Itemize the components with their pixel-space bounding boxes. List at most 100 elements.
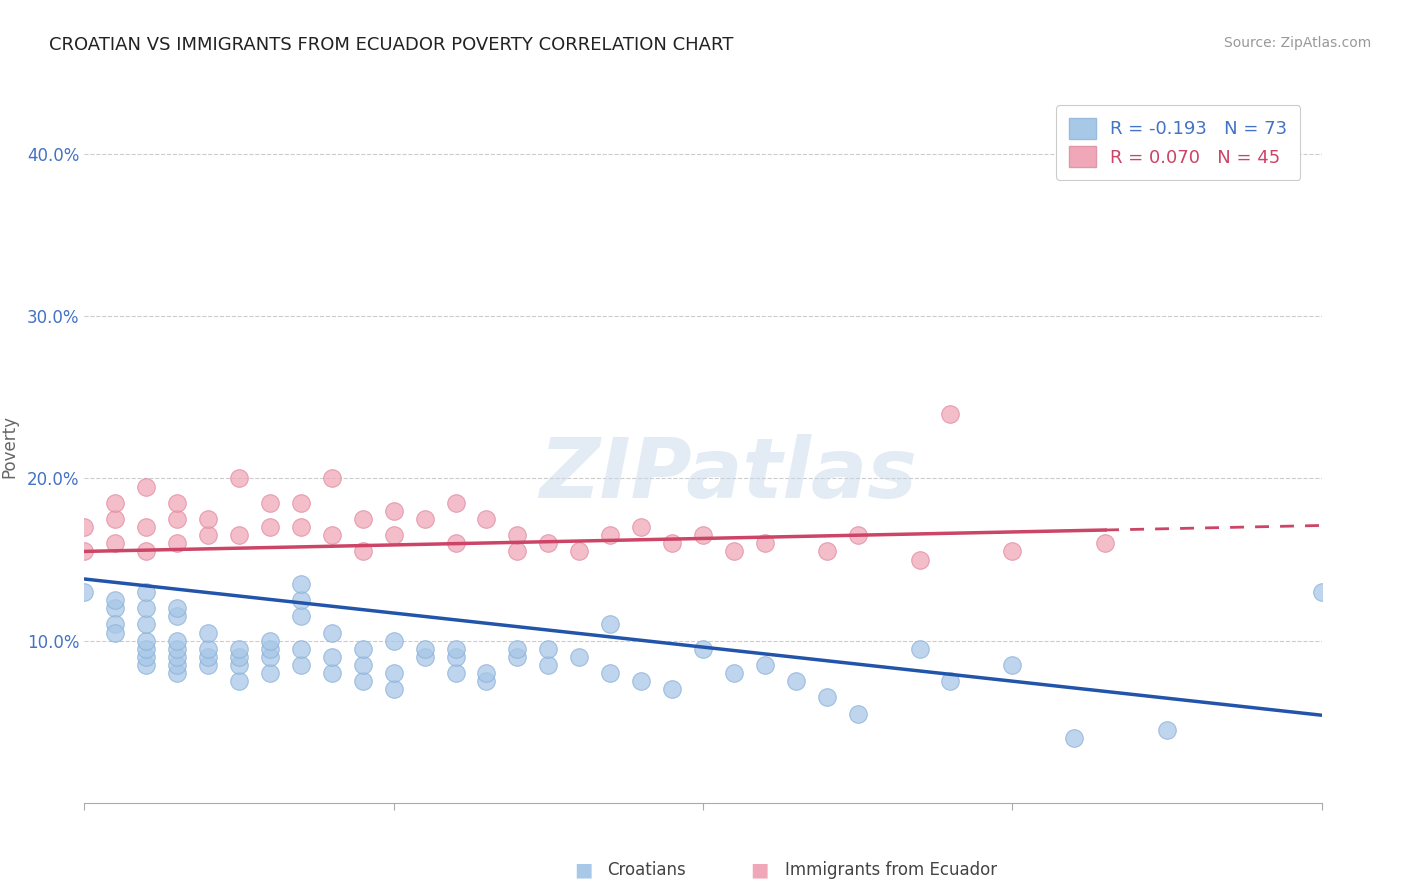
Point xyxy=(166,601,188,615)
Point xyxy=(166,496,188,510)
Point xyxy=(228,649,250,664)
Text: CROATIAN VS IMMIGRANTS FROM ECUADOR POVERTY CORRELATION CHART: CROATIAN VS IMMIGRANTS FROM ECUADOR POVE… xyxy=(49,36,734,54)
Point xyxy=(104,625,127,640)
Point xyxy=(908,641,931,656)
Point xyxy=(444,641,467,656)
Text: Immigrants from Ecuador: Immigrants from Ecuador xyxy=(785,861,997,879)
Point xyxy=(228,528,250,542)
Point xyxy=(197,512,219,526)
Point xyxy=(815,544,838,558)
Point xyxy=(506,641,529,656)
Point xyxy=(228,471,250,485)
Point xyxy=(475,512,498,526)
Point xyxy=(321,528,343,542)
Point xyxy=(413,512,436,526)
Point xyxy=(290,657,312,672)
Point xyxy=(197,657,219,672)
Point xyxy=(290,609,312,624)
Point xyxy=(104,512,127,526)
Point xyxy=(599,617,621,632)
Point xyxy=(475,666,498,681)
Point xyxy=(135,520,157,534)
Point xyxy=(723,666,745,681)
Point xyxy=(166,512,188,526)
Point xyxy=(444,536,467,550)
Point xyxy=(692,528,714,542)
Point xyxy=(1156,723,1178,737)
Point xyxy=(135,657,157,672)
Point xyxy=(939,674,962,689)
Point xyxy=(723,544,745,558)
Point xyxy=(259,649,281,664)
Point xyxy=(382,666,405,681)
Point xyxy=(599,528,621,542)
Point xyxy=(290,577,312,591)
Point xyxy=(506,528,529,542)
Point xyxy=(259,666,281,681)
Point xyxy=(630,520,652,534)
Point xyxy=(352,641,374,656)
Point xyxy=(475,674,498,689)
Point xyxy=(166,666,188,681)
Point xyxy=(135,544,157,558)
Point xyxy=(382,504,405,518)
Point xyxy=(135,617,157,632)
Point xyxy=(135,585,157,599)
Point xyxy=(259,520,281,534)
Point xyxy=(599,666,621,681)
Point xyxy=(413,641,436,656)
Point xyxy=(104,601,127,615)
Point xyxy=(166,657,188,672)
Point xyxy=(661,682,683,697)
Point xyxy=(135,633,157,648)
Point xyxy=(197,625,219,640)
Point xyxy=(1001,544,1024,558)
Y-axis label: Poverty: Poverty xyxy=(0,415,18,477)
Point xyxy=(1094,536,1116,550)
Point xyxy=(259,633,281,648)
Point xyxy=(537,641,560,656)
Point xyxy=(104,617,127,632)
Point xyxy=(166,609,188,624)
Point xyxy=(228,641,250,656)
Point xyxy=(104,593,127,607)
Point xyxy=(73,544,96,558)
Point xyxy=(321,471,343,485)
Point xyxy=(815,690,838,705)
Text: Source: ZipAtlas.com: Source: ZipAtlas.com xyxy=(1223,36,1371,50)
Point xyxy=(630,674,652,689)
Point xyxy=(754,536,776,550)
Point xyxy=(290,496,312,510)
Point xyxy=(382,682,405,697)
Point xyxy=(228,657,250,672)
Point xyxy=(413,649,436,664)
Point xyxy=(135,601,157,615)
Point xyxy=(568,544,591,558)
Point xyxy=(537,657,560,672)
Point xyxy=(1001,657,1024,672)
Point xyxy=(1063,731,1085,745)
Point xyxy=(321,666,343,681)
Point xyxy=(939,407,962,421)
Text: ■: ■ xyxy=(749,860,769,880)
Point xyxy=(228,674,250,689)
Point xyxy=(444,666,467,681)
Point xyxy=(352,512,374,526)
Point xyxy=(444,496,467,510)
Point xyxy=(352,657,374,672)
Point xyxy=(444,649,467,664)
Point xyxy=(382,528,405,542)
Point xyxy=(846,706,869,721)
Point xyxy=(692,641,714,656)
Text: Croatians: Croatians xyxy=(607,861,686,879)
Point xyxy=(197,649,219,664)
Point xyxy=(104,496,127,510)
Point xyxy=(754,657,776,672)
Point xyxy=(166,641,188,656)
Point xyxy=(568,649,591,664)
Point xyxy=(135,649,157,664)
Point xyxy=(290,641,312,656)
Point xyxy=(135,479,157,493)
Point xyxy=(290,593,312,607)
Point xyxy=(506,544,529,558)
